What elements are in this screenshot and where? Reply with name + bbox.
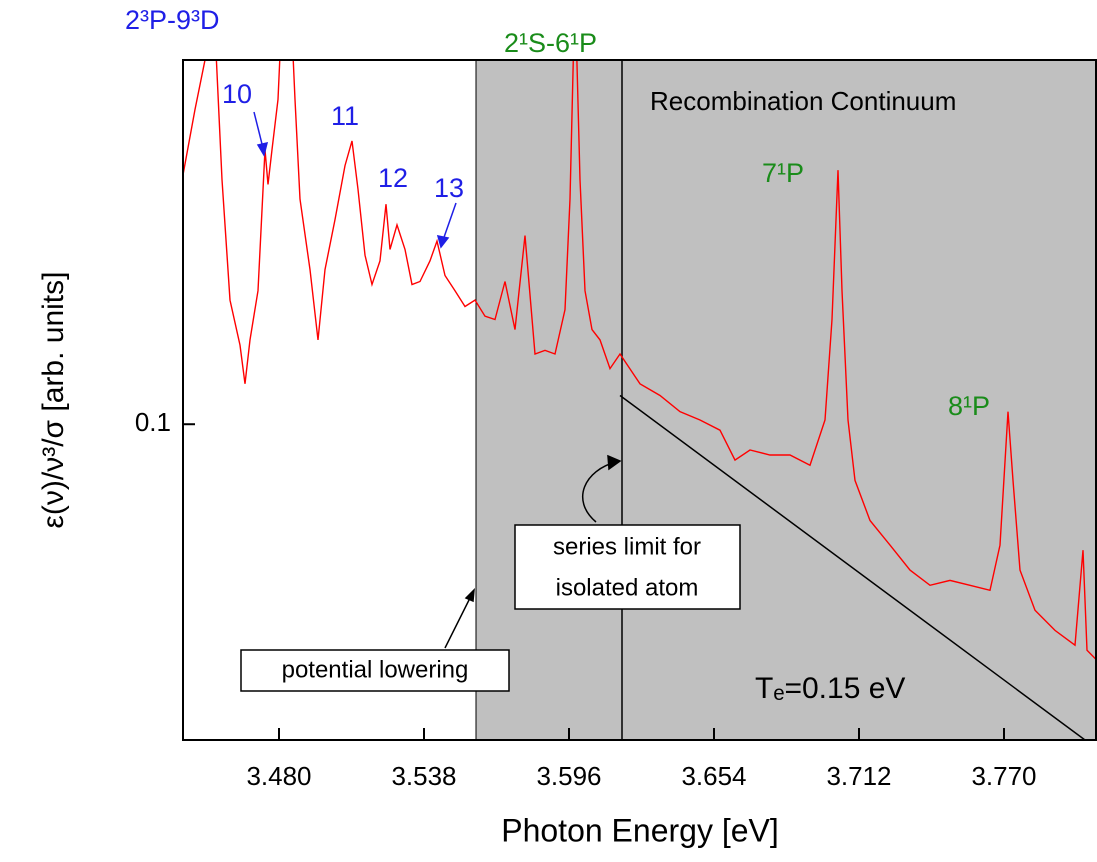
x-tick-label: 3.654: [681, 761, 746, 791]
x-tick-label: 3.480: [246, 761, 311, 791]
plot-frame: [182, 59, 1097, 741]
x-tick-label: 3.596: [536, 761, 601, 791]
x-axis-label: Photon Energy [eV]: [501, 812, 779, 848]
annotation: 13: [434, 173, 464, 203]
annotation: Recombination Continuum: [650, 86, 956, 116]
annotation: 12: [378, 163, 408, 193]
y-tick-label: 0.1: [135, 407, 171, 437]
annotation: isolated atom: [556, 574, 699, 601]
annotation: series limit for: [553, 533, 701, 560]
annotation: 11: [331, 101, 359, 131]
annotation: 2³P-9³D: [125, 5, 220, 35]
annotation-box: [514, 524, 741, 610]
annotation: 7¹P: [762, 158, 804, 188]
spectrum-line: [183, 60, 1097, 661]
annotation: 10: [222, 79, 252, 109]
y-axis-label: ε(ν)/ν³/σ [arb. units]: [37, 272, 70, 529]
arrows: [253, 111, 622, 649]
plot-data: [183, 60, 1097, 740]
x-tick-label: 3.712: [826, 761, 891, 791]
x-tick-label: 3.538: [391, 761, 456, 791]
x-tick-label: 3.770: [971, 761, 1036, 791]
annotation-box: [240, 649, 510, 692]
annotation: 2¹S-6¹P: [504, 28, 597, 58]
annotation: Tₑ=0.15 eV: [755, 672, 905, 705]
fit-line: [619, 394, 1086, 740]
axes: 3.480 3.538 3.596 3.654 3.712 3.770 0.1: [135, 407, 1037, 791]
annotation: potential lowering: [282, 656, 469, 683]
annotation: 8¹P: [948, 391, 990, 421]
